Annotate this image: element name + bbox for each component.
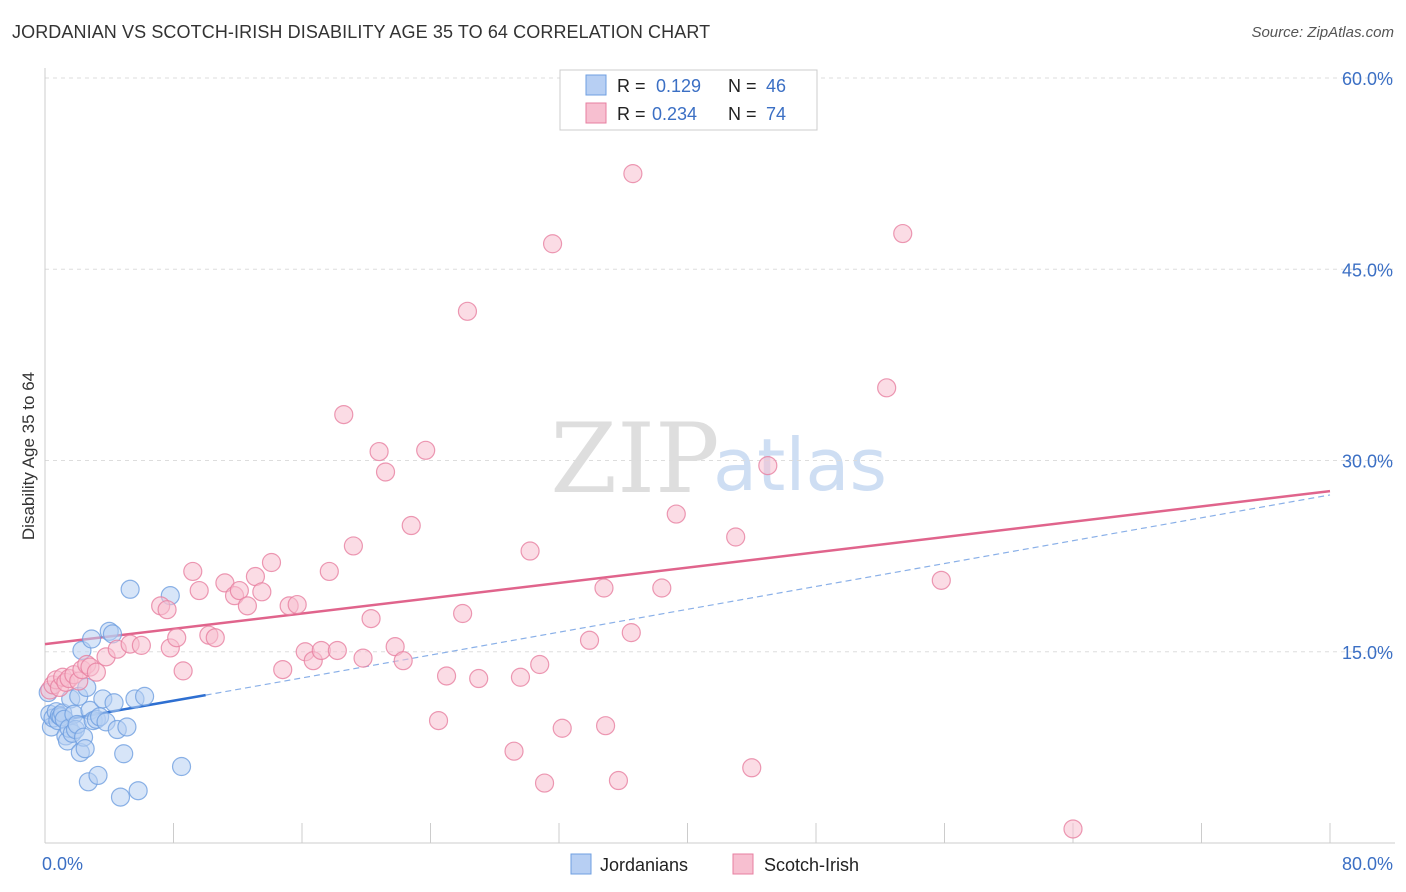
- legend-r-value-1: 0.129: [656, 76, 701, 96]
- point-scotch-irish-22: [183, 561, 203, 582]
- y-tick-label-2: 45.0%: [1342, 260, 1393, 280]
- point-scotch-irish-57: [510, 667, 531, 687]
- point-jordanians-42: [128, 781, 148, 801]
- point-jordanians-45: [171, 756, 192, 777]
- watermark-atlas: atlas: [713, 423, 887, 507]
- point-scotch-irish-41: [334, 405, 354, 425]
- legend-n-label-1: N =: [728, 76, 757, 96]
- point-scotch-irish-75: [893, 223, 913, 244]
- point-scotch-irish-46: [375, 462, 396, 482]
- bottom-legend-label-jordanians: Jordanians: [600, 855, 688, 875]
- point-scotch-irish-31: [252, 582, 272, 602]
- point-jordanians-26: [81, 629, 102, 649]
- legend-r-label-1: R =: [617, 76, 646, 96]
- point-jordanians-43: [134, 686, 155, 706]
- point-jordanians-40: [120, 579, 140, 599]
- point-scotch-irish-76: [931, 570, 951, 590]
- point-scotch-irish-61: [542, 234, 563, 254]
- y-tick-label-0: 15.0%: [1342, 643, 1393, 663]
- point-scotch-irish-70: [666, 504, 686, 524]
- x-tick-label-0: 0.0%: [42, 854, 83, 874]
- point-scotch-irish-68: [623, 164, 643, 184]
- point-scotch-irish-63: [579, 630, 600, 650]
- legend-n-value-2: 74: [766, 104, 786, 124]
- point-scotch-irish-48: [393, 651, 413, 671]
- legend-bottom: Jordanians Scotch-Irish: [570, 853, 859, 875]
- point-jordanians-39: [117, 717, 137, 737]
- point-scotch-irish-66: [608, 770, 629, 791]
- point-jordanians-38: [114, 744, 134, 764]
- point-scotch-irish-16: [131, 635, 151, 655]
- legend-top: R = 0.129 N = 46 R = 0.234 N = 74: [559, 69, 818, 131]
- point-scotch-irish-18: [157, 600, 177, 620]
- point-scotch-irish-12: [86, 662, 107, 682]
- legend-n-label-2: N =: [728, 104, 757, 124]
- bottom-legend-swatch-scotch-irish: [732, 853, 754, 875]
- point-scotch-irish-21: [173, 661, 193, 681]
- point-jordanians-35: [104, 693, 124, 713]
- legend-n-value-1: 46: [766, 76, 786, 96]
- point-scotch-irish-54: [457, 301, 478, 321]
- point-scotch-irish-74: [877, 378, 897, 398]
- point-scotch-irish-28: [229, 580, 249, 601]
- point-scotch-irish-43: [353, 648, 373, 668]
- point-jordanians-37: [110, 787, 131, 807]
- x-tick-label-1: 80.0%: [1342, 854, 1393, 874]
- tick-labels: 15.0% 30.0% 45.0% 60.0% 0.0% 80.0%: [42, 69, 1393, 874]
- point-scotch-irish-58: [520, 541, 540, 561]
- point-scotch-irish-67: [621, 623, 641, 643]
- data-points: [38, 164, 1083, 839]
- point-scotch-irish-65: [595, 716, 616, 736]
- bottom-legend-swatch-jordanians: [570, 853, 592, 875]
- point-scotch-irish-23: [189, 580, 209, 601]
- point-scotch-irish-77: [1063, 819, 1083, 839]
- point-scotch-irish-62: [552, 718, 572, 738]
- point-scotch-irish-59: [530, 654, 550, 675]
- trend-extension-jordanians: [205, 494, 1331, 696]
- point-scotch-irish-49: [401, 515, 421, 536]
- legend-swatch-scotch-irish: [585, 102, 607, 124]
- point-scotch-irish-32: [261, 552, 282, 573]
- point-scotch-irish-40: [327, 640, 347, 661]
- chart-title: JORDANIAN VS SCOTCH-IRISH DISABILITY AGE…: [12, 22, 711, 42]
- source-credit: Source: ZipAtlas.com: [1251, 24, 1394, 41]
- point-scotch-irish-52: [436, 666, 457, 686]
- y-tick-label-1: 30.0%: [1342, 452, 1393, 472]
- point-scotch-irish-55: [469, 668, 489, 689]
- point-scotch-irish-38: [311, 640, 331, 661]
- point-scotch-irish-69: [652, 578, 672, 598]
- point-scotch-irish-35: [287, 594, 307, 615]
- point-scotch-irish-29: [237, 596, 257, 616]
- legend-r-value-2: 0.234: [652, 104, 697, 124]
- point-scotch-irish-45: [369, 441, 389, 462]
- point-scotch-irish-51: [428, 710, 449, 731]
- point-scotch-irish-53: [453, 603, 473, 624]
- point-scotch-irish-50: [416, 440, 436, 460]
- trend-lines: [44, 489, 1331, 725]
- legend-swatch-jordanians: [585, 74, 607, 96]
- trend-line-scotch-irish: [44, 489, 1331, 646]
- point-scotch-irish-64: [594, 578, 614, 598]
- bottom-legend-label-scotch-irish: Scotch-Irish: [764, 855, 859, 875]
- point-scotch-irish-71: [726, 527, 746, 547]
- point-scotch-irish-33: [273, 659, 293, 680]
- point-scotch-irish-42: [343, 536, 363, 556]
- point-scotch-irish-73: [758, 456, 778, 476]
- point-scotch-irish-60: [534, 773, 555, 793]
- point-scotch-irish-44: [361, 608, 381, 629]
- grid-lines: [45, 77, 1395, 653]
- point-scotch-irish-39: [319, 561, 339, 582]
- legend-r-label-2: R =: [617, 104, 646, 124]
- point-scotch-irish-25: [205, 628, 225, 648]
- point-scotch-irish-72: [742, 758, 762, 778]
- point-jordanians-22: [75, 739, 95, 759]
- point-scotch-irish-56: [504, 741, 524, 761]
- point-jordanians-29: [88, 765, 108, 786]
- y-tick-label-3: 60.0%: [1342, 69, 1393, 89]
- point-scotch-irish-20: [167, 628, 187, 648]
- y-axis-label: Disability Age 35 to 64: [19, 372, 38, 540]
- watermark-zip: ZIP: [550, 403, 719, 515]
